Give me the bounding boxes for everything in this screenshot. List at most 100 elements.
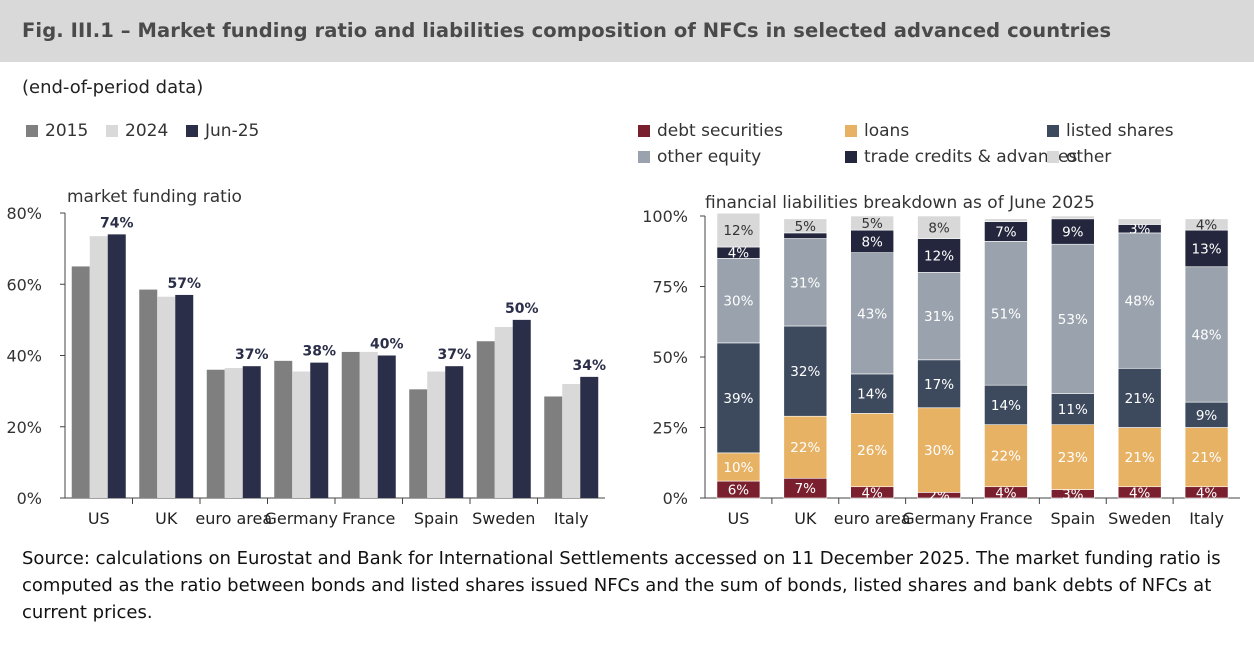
- left-category-label: Sweden: [472, 509, 535, 528]
- right-category-label: US: [728, 509, 750, 528]
- left-category-label: Germany: [264, 509, 338, 528]
- legend-right-listed-shares-swatch: [1047, 125, 1059, 137]
- stack-label: 14%: [857, 387, 887, 403]
- right-category-label: France: [979, 509, 1032, 528]
- stack-label: 12%: [924, 248, 954, 264]
- left-category-label: France: [342, 509, 395, 528]
- stack-label: 39%: [723, 391, 753, 407]
- stack-Germany-loans: [917, 407, 961, 493]
- right-category-label: UK: [794, 509, 817, 528]
- stack-label: 31%: [924, 309, 954, 325]
- stack-Spain-trade-credits-advances: [1051, 218, 1095, 245]
- stack-label: 4%: [728, 246, 750, 262]
- stack-US-listed-shares: [716, 342, 761, 454]
- stack-label: 3%: [1129, 222, 1151, 238]
- data-label-euro-area: 37%: [235, 347, 269, 363]
- stack-Sweden-listed-shares: [1117, 367, 1162, 428]
- stack-UK-other: [783, 218, 828, 234]
- left-ytick-label: 20%: [6, 418, 42, 437]
- stack-label: 6%: [728, 483, 750, 499]
- bar-US-Jun-25: [107, 234, 126, 498]
- stack-label: 26%: [857, 443, 887, 459]
- legend-right-other-equity-swatch: [638, 151, 650, 163]
- data-label-US: 74%: [100, 215, 134, 231]
- stack-label: 17%: [924, 377, 954, 393]
- stack-label: 48%: [1192, 327, 1222, 343]
- stack-UK-listed-shares: [783, 325, 828, 417]
- legend-left-2024-label: 2024: [125, 121, 168, 141]
- stack-label: 51%: [991, 306, 1021, 322]
- stack-label: 32%: [790, 364, 820, 380]
- bar-euro-area-2015: [206, 369, 225, 498]
- right-category-label: euro area: [834, 509, 911, 528]
- left-ytick-label: 40%: [6, 347, 42, 366]
- stack-label: 21%: [1125, 450, 1155, 466]
- stack-Germany-other-equity: [917, 272, 961, 361]
- bar-France-2024: [359, 351, 378, 498]
- bar-Germany-2015: [274, 360, 293, 498]
- charts-canvas: 2015 2024 Jun-25 market funding ratio 0% 20% 4…: [6, 121, 1240, 528]
- left-category-label: Italy: [554, 509, 589, 528]
- stack-label: 4%: [1196, 217, 1218, 233]
- stack-Sweden-other: [1117, 218, 1162, 225]
- legend-left-Jun-25-swatch: [186, 125, 198, 137]
- right-category-label: Spain: [1050, 509, 1095, 528]
- stack-label: 5%: [861, 216, 883, 232]
- data-label-Italy: 34%: [572, 358, 606, 374]
- stack-label: 11%: [1058, 402, 1088, 418]
- stack-label: 53%: [1058, 312, 1088, 328]
- stack-label: 4%: [1196, 485, 1218, 501]
- legend-right-debt-securities-label: debt securities: [657, 121, 783, 141]
- stack-label: 8%: [928, 220, 950, 236]
- data-label-Sweden: 50%: [505, 301, 539, 317]
- stack-France-loans: [984, 424, 1028, 488]
- figure-subtitle: (end-of-period data): [22, 77, 204, 98]
- left-ytick-label: 0%: [17, 489, 42, 508]
- bar-euro-area-2024: [224, 367, 243, 498]
- stack-euro-area-listed-shares: [850, 373, 894, 414]
- data-label-Spain: 37%: [437, 347, 471, 363]
- stack-US-other: [716, 212, 761, 248]
- bar-Italy-Jun-25: [580, 376, 599, 498]
- bar-Italy-2015: [544, 396, 563, 498]
- legend-right-other-label: other: [1066, 147, 1111, 167]
- stack-label: 12%: [723, 223, 753, 239]
- legend-right-loans-label: loans: [864, 121, 909, 141]
- bar-Spain-Jun-25: [445, 366, 464, 498]
- stack-Germany-trade-credits-advances: [917, 238, 961, 273]
- figure-title: Fig. III.1 – Market funding ratio and li…: [22, 19, 1112, 42]
- right-category-label: Germany: [902, 509, 976, 528]
- stack-label: 7%: [795, 481, 817, 497]
- left-ytick-label: 80%: [6, 204, 42, 223]
- legend-left-2015-swatch: [26, 125, 38, 137]
- bar-UK-Jun-25: [175, 294, 194, 498]
- stack-label: 21%: [1192, 450, 1222, 466]
- stack-label: 43%: [857, 306, 887, 322]
- stack-label: 9%: [1062, 225, 1084, 241]
- stack-Spain-listed-shares: [1051, 393, 1095, 425]
- data-label-Germany: 38%: [302, 344, 336, 360]
- stack-France-other: [984, 218, 1028, 222]
- right-category-label: Italy: [1189, 509, 1224, 528]
- legend-left-2015-label: 2015: [45, 121, 88, 141]
- stack-label: 10%: [723, 460, 753, 476]
- stack-label: 8%: [861, 234, 883, 250]
- stack-label: 3%: [1062, 487, 1084, 503]
- stack-label: 7%: [995, 225, 1017, 241]
- stack-label: 22%: [790, 440, 820, 456]
- stack-US-other-equity: [716, 257, 761, 344]
- legend-left-2024-swatch: [106, 125, 118, 137]
- bar-Germany-Jun-25: [310, 362, 329, 498]
- right-category-label: Sweden: [1108, 509, 1171, 528]
- bar-France-Jun-25: [377, 355, 396, 498]
- right-ytick-label: 0%: [663, 489, 688, 508]
- legend-right-loans-swatch: [845, 125, 857, 137]
- bar-Germany-2024: [292, 371, 311, 498]
- stack-label: 4%: [995, 485, 1017, 501]
- stack-label: 31%: [790, 275, 820, 291]
- legend-right-trade-credits-advances-swatch: [845, 151, 857, 163]
- right-ytick-label: 75%: [652, 278, 688, 297]
- stack-US-loans: [716, 452, 761, 482]
- bar-UK-2024: [157, 296, 176, 498]
- legend-right-trade-credits-advances-label: trade credits & advances: [864, 147, 1078, 167]
